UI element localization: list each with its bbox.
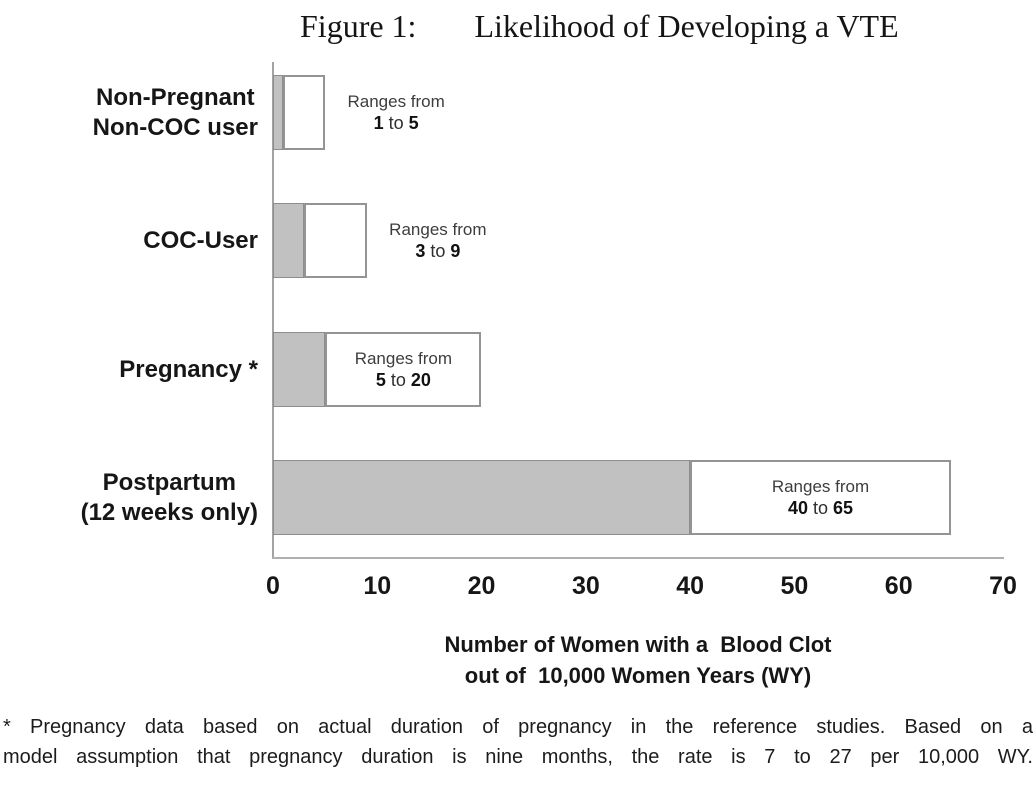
range-caption: Ranges from [771, 476, 870, 496]
footnote: * Pregnancy data based on actual duratio… [3, 712, 1033, 772]
bar-segment-low [273, 460, 691, 535]
category-label-text: Pregnancy * [119, 355, 258, 383]
category-label: Postpartum (12 weeks only) [0, 460, 258, 535]
category-label-text: Non-Pregnant Non-COC user [92, 83, 258, 141]
bar-segment-range [690, 460, 951, 535]
x-axis-tick-label: 10 [363, 572, 392, 600]
bar-segment-range [283, 75, 326, 150]
range-annotation: Ranges from 3 to 9 [373, 203, 503, 278]
figure-title-text: Likelihood of Developing a VTE [474, 8, 899, 44]
range-annotation: Ranges from 40 to 65 [690, 460, 951, 535]
bar-chart: Non-Pregnant Non-COC user Ranges from 1 to 5 C… [0, 62, 1017, 600]
category-label-text: Postpartum (12 weeks only) [80, 468, 258, 526]
range-caption: Ranges from [354, 348, 453, 368]
category-label: Non-Pregnant Non-COC user [0, 75, 258, 150]
bar-segment-low [273, 203, 305, 278]
x-axis-line [272, 557, 1004, 559]
footnote-line1: * Pregnancy data based on actual duratio… [3, 716, 1033, 738]
y-axis-line [272, 62, 274, 559]
figure-title: Figure 1: Likelihood of Developing a VTE [300, 8, 899, 45]
x-axis-title-line1: Number of Women with a Blood Clot [444, 632, 832, 657]
x-axis-tick-label: 70 [989, 572, 1017, 600]
figure-number-label: Figure 1: [300, 8, 417, 44]
bar-segment-low [273, 332, 326, 407]
bar-segment-range [325, 332, 482, 407]
range-values: 1 to 5 [373, 112, 419, 133]
range-caption: Ranges from [347, 91, 445, 111]
bar-segment-range [304, 203, 367, 278]
range-annotation: Ranges from 1 to 5 [331, 75, 461, 150]
category-label-text: COC-User [143, 226, 258, 254]
x-axis-title-line2: out of 10,000 Women Years (WY) [464, 663, 812, 688]
category-label: Pregnancy * [0, 332, 258, 407]
category-label: COC-User [0, 203, 258, 278]
range-annotation: Ranges from 5 to 20 [325, 332, 481, 407]
x-axis-title: Number of Women with a Blood Clot out of… [273, 629, 1003, 691]
range-values: 40 to 65 [787, 497, 854, 518]
range-values: 5 to 20 [375, 369, 431, 390]
bar-segment-low [273, 75, 284, 150]
footnote-line2: model assumption that pregnancy duration… [3, 746, 1033, 768]
x-axis-tick-label: 50 [780, 572, 809, 600]
range-caption: Ranges from [389, 219, 487, 239]
x-axis-tick-label: 60 [884, 572, 913, 600]
x-axis-tick-label: 30 [571, 572, 600, 600]
x-axis-tick-label: 0 [266, 572, 280, 600]
x-axis-tick-label: 20 [467, 572, 496, 600]
x-axis-tick-label: 40 [676, 572, 705, 600]
range-values: 3 to 9 [415, 240, 461, 261]
